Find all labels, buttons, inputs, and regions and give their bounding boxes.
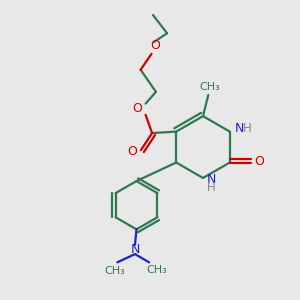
Text: CH₃: CH₃ xyxy=(146,265,167,275)
Text: H: H xyxy=(243,122,252,135)
Text: O: O xyxy=(132,102,142,115)
Text: O: O xyxy=(150,39,160,52)
Text: H: H xyxy=(207,181,216,194)
Text: N: N xyxy=(130,244,140,256)
Text: CH₃: CH₃ xyxy=(105,266,125,276)
Text: CH₃: CH₃ xyxy=(200,82,220,92)
Text: O: O xyxy=(254,155,264,168)
Text: N: N xyxy=(235,122,244,135)
Text: N: N xyxy=(207,173,216,186)
Text: O: O xyxy=(128,145,138,158)
